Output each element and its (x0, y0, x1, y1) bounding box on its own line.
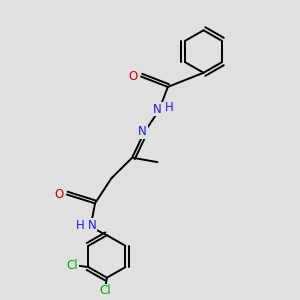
Text: N: N (88, 219, 96, 232)
Text: N: N (153, 103, 162, 116)
Text: O: O (129, 70, 138, 83)
Text: Cl: Cl (100, 284, 111, 298)
Text: Cl: Cl (66, 259, 78, 272)
Text: H: H (165, 101, 174, 114)
Text: O: O (55, 188, 64, 201)
Text: N: N (138, 124, 147, 138)
Text: H: H (76, 219, 85, 232)
